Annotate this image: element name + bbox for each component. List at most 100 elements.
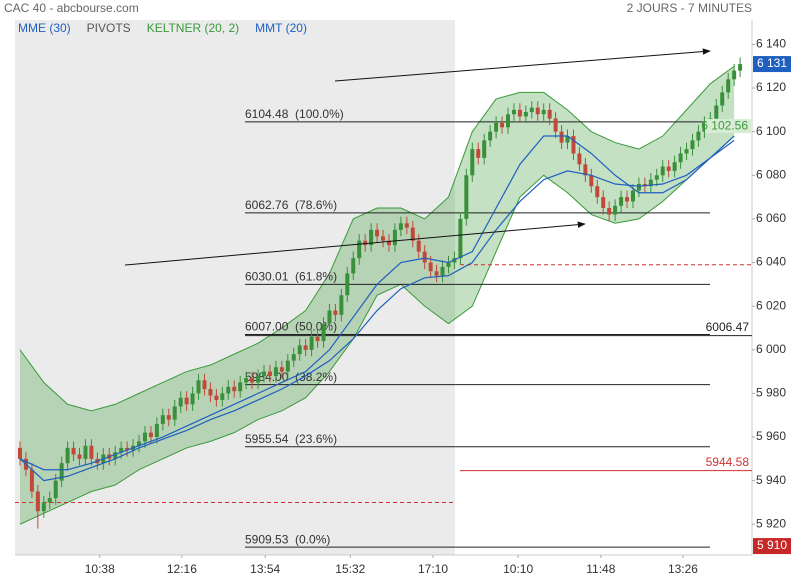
candle-body: [619, 197, 624, 206]
candle-body: [714, 105, 719, 119]
candle-body: [35, 491, 40, 512]
candle-body: [446, 262, 451, 267]
candle-body: [565, 136, 570, 143]
x-tick-label: 12:16: [167, 562, 197, 576]
candle-body: [738, 64, 743, 71]
y-tick-label: 6 060: [756, 211, 786, 225]
candle-body: [595, 186, 600, 198]
candle-body: [666, 166, 671, 171]
candle-body: [214, 395, 219, 400]
candle-body: [357, 240, 362, 259]
candle-body: [148, 432, 153, 438]
candle-body: [256, 375, 261, 383]
moving-average: [19, 135, 735, 471]
candle-body: [250, 378, 255, 383]
candle-body: [71, 447, 76, 455]
price-tag-box: [753, 538, 791, 555]
x-tick-label: 15:32: [335, 562, 365, 576]
trend-arrow: [124, 221, 586, 266]
candle-body: [630, 190, 635, 202]
candle-body: [267, 371, 272, 376]
candle-body: [636, 184, 641, 191]
candle-body: [363, 240, 368, 246]
candle-body: [315, 336, 320, 342]
candle-body: [684, 149, 689, 154]
candle-body: [660, 166, 665, 176]
x-tick-label: 11:48: [586, 562, 615, 576]
x-tick-label: 13:26: [668, 562, 698, 576]
candle-body: [291, 354, 296, 361]
candle-body: [59, 463, 64, 481]
x-tick-label: 17:10: [418, 562, 448, 576]
candle-body: [89, 445, 94, 459]
chart-subtitle: 2 JOURS - 7 MINUTES: [627, 1, 752, 15]
candle-body: [601, 197, 606, 209]
candle-body: [577, 153, 582, 165]
candle-body: [154, 423, 159, 438]
candle-body: [244, 378, 249, 383]
candle-body: [553, 118, 558, 132]
candle-body: [470, 149, 475, 176]
candle-body: [137, 441, 142, 446]
y-tick-label: 6 000: [756, 342, 786, 356]
candle-body: [184, 397, 189, 405]
candle-body: [488, 131, 493, 141]
y-tick-label: 6 120: [756, 80, 786, 94]
candle-body: [160, 415, 165, 424]
candle-body: [523, 112, 528, 117]
pivot-label: 6062.76 (78.6%): [245, 198, 337, 212]
chart-title: CAC 40 - abcbourse.com: [4, 1, 139, 15]
candle-body: [476, 149, 481, 158]
candle-body: [547, 109, 552, 119]
candle-body: [333, 310, 338, 315]
candle-body: [404, 223, 409, 228]
candle-body: [500, 122, 505, 128]
price-tag-box: [753, 56, 791, 73]
candle-body: [53, 480, 58, 499]
candle-body: [297, 345, 302, 355]
candle-body: [494, 122, 499, 132]
candle-body: [392, 229, 397, 246]
candle-body: [273, 367, 278, 376]
candle-body: [607, 208, 612, 215]
candle-body: [511, 109, 516, 115]
candle-body: [345, 273, 350, 296]
candle-body: [190, 393, 195, 405]
candle-body: [440, 266, 445, 276]
candle-body: [381, 236, 386, 241]
keltner-upper: [19, 65, 735, 412]
candle-body: [571, 136, 576, 154]
candle-body: [238, 382, 243, 392]
pivot-label: 5955.54 (23.6%): [245, 432, 337, 446]
legend-entry: MME (30): [18, 21, 71, 35]
candle-body: [559, 131, 564, 143]
candle-body: [142, 432, 147, 442]
candle-body: [696, 131, 701, 141]
price-tag-label: 5 910: [757, 538, 787, 552]
y-tick-label: 6 140: [756, 37, 786, 51]
candle-body: [17, 447, 22, 459]
candle-body: [178, 397, 183, 407]
candle-body: [416, 240, 421, 252]
candle-body: [303, 345, 308, 350]
candle-body: [202, 380, 207, 390]
candle-body: [65, 447, 70, 464]
candle-body: [422, 251, 427, 263]
pivot-label: 5909.53 (0.0%): [245, 532, 330, 546]
candle-body: [208, 389, 213, 396]
y-tick-label: 5 920: [756, 516, 786, 530]
candle-body: [690, 140, 695, 150]
candle-body: [261, 371, 266, 376]
candle-body: [232, 386, 237, 392]
y-tick-label: 5 940: [756, 473, 786, 487]
price-tag-label: 6 102.56: [701, 118, 748, 132]
y-tick-label: 6 080: [756, 167, 786, 181]
candle-body: [678, 153, 683, 163]
candle-body: [398, 223, 403, 230]
candle-body: [369, 229, 374, 246]
candle-body: [529, 107, 534, 113]
candle-body: [458, 218, 463, 259]
candle-body: [434, 271, 439, 276]
y-tick-label: 6 040: [756, 255, 786, 269]
candle-body: [648, 179, 653, 187]
